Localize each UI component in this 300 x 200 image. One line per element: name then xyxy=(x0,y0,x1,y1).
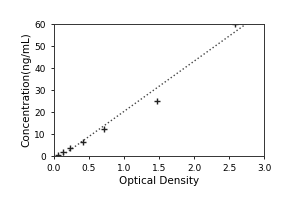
X-axis label: Optical Density: Optical Density xyxy=(119,176,199,186)
Y-axis label: Concentration(ng/mL): Concentration(ng/mL) xyxy=(21,33,32,147)
